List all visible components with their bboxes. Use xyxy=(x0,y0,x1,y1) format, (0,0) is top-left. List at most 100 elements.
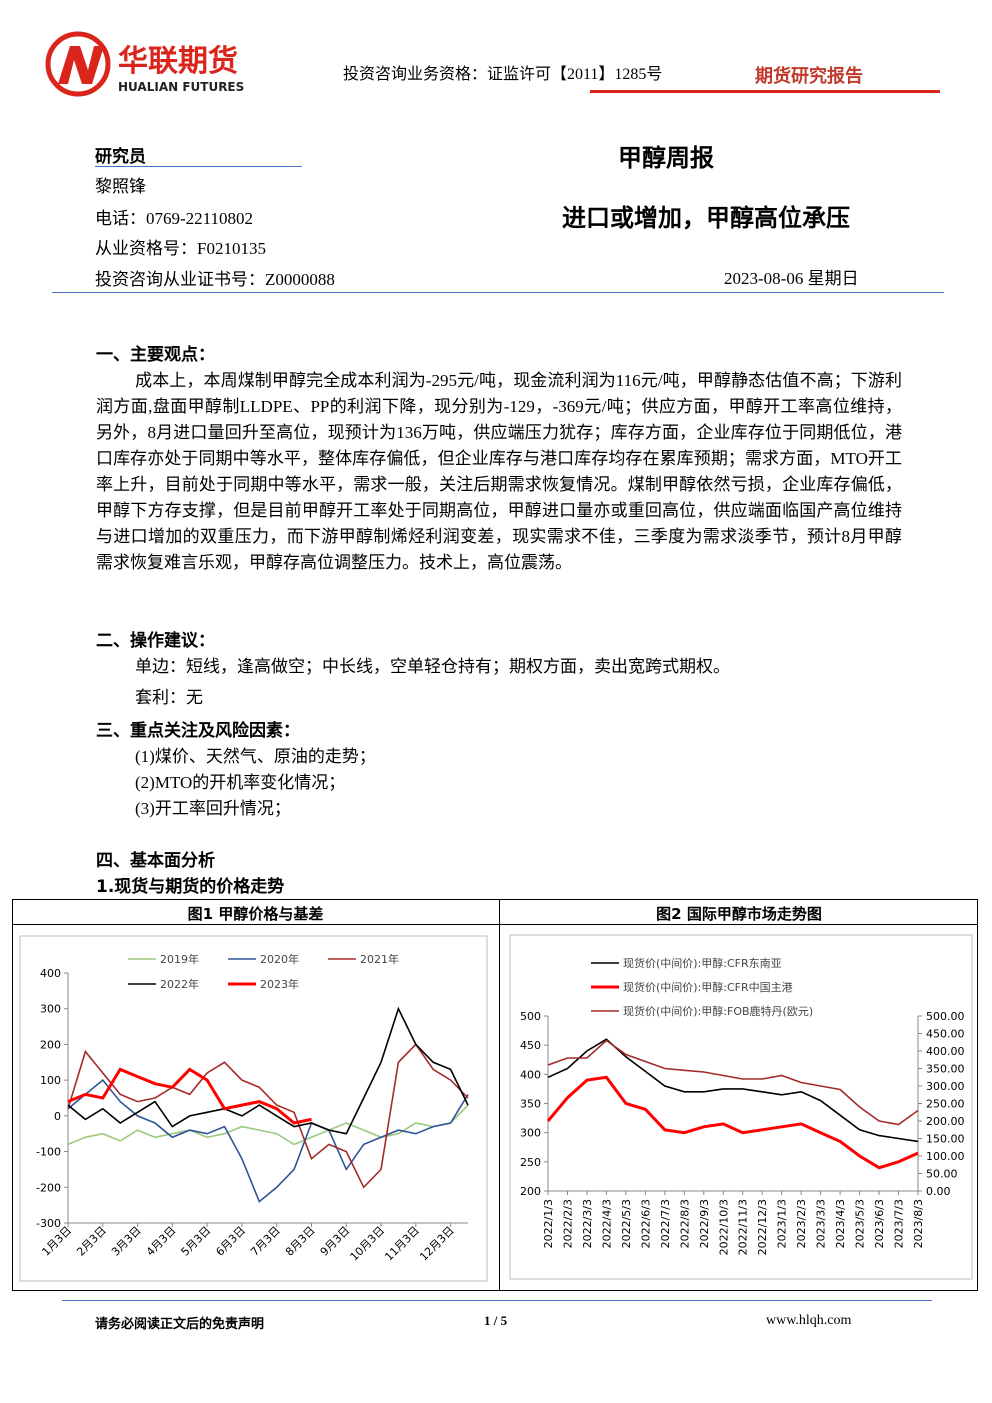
logo xyxy=(45,31,111,97)
legend-label: 2021年 xyxy=(360,952,399,966)
certificate: 投资咨询从业证书号：Z0000088 xyxy=(95,270,335,289)
y2-tick-label: 100.00 xyxy=(926,1150,965,1163)
y-tick-label: 200 xyxy=(40,1038,61,1051)
list-item: (3)开工率回升情况； xyxy=(135,799,291,818)
rule xyxy=(52,292,944,293)
chart: 200 250 300 350 400 450 500 0.00 50.00 100.00 150.… xyxy=(509,934,973,1280)
y-tick-label: 450 xyxy=(520,1039,541,1052)
section: 四、基本面分析 1.现货与期货的价格走势 xyxy=(96,848,902,900)
series-line xyxy=(67,1006,469,1135)
x-tick-label: 12月3日 xyxy=(417,1224,457,1264)
subheading: 1.现货与期货的价格走势 xyxy=(96,877,285,897)
disclaimer: 请务必阅读正文后的免责声明 xyxy=(95,1316,265,1331)
y-tick-label: 100 xyxy=(40,1074,61,1087)
chart-frame xyxy=(19,935,488,1282)
y2-tick-label: 450.00 xyxy=(926,1028,965,1041)
date: 2023-08-06 星期日 xyxy=(724,269,859,288)
x-tick-label: 4月3日 xyxy=(144,1224,179,1259)
researcher-name: 黎照锋 xyxy=(95,177,146,196)
license: 投资咨询业务资格：证监许可【2011】1285号 xyxy=(343,66,663,83)
y-tick-label: -200 xyxy=(36,1181,61,1194)
x-tick-label: 2022/9/3 xyxy=(698,1199,711,1248)
y2-tick-label: 400.00 xyxy=(926,1045,965,1058)
rule xyxy=(95,166,302,167)
section-heading: 三、重点关注及风险因素： xyxy=(96,721,300,741)
y-tick-label: 300 xyxy=(40,1003,61,1016)
y-tick-label: 0 xyxy=(54,1110,61,1123)
y-tick-label: 400 xyxy=(520,1068,541,1081)
x-tick-label: 2022/7/3 xyxy=(659,1199,672,1248)
x-tick-label: 7月3日 xyxy=(248,1224,283,1259)
figure-title: 图2 国际甲醇市场走势图 xyxy=(656,905,822,923)
x-tick-label: 2023/7/3 xyxy=(893,1199,906,1248)
legend-label: 2019年 xyxy=(160,952,199,966)
section-heading: 二、操作建议： xyxy=(96,631,215,651)
rule xyxy=(62,1300,932,1301)
paragraph: 套利：无 xyxy=(135,688,203,707)
page-number: 1 / 5 xyxy=(484,1313,508,1328)
x-tick-label: 2023/5/3 xyxy=(854,1199,867,1248)
y-tick-label: 350 xyxy=(520,1098,541,1111)
section: 一、主要观点： 成本上，本周煤制甲醇完全成本利润为-295元/吨，现金流利润为1… xyxy=(96,342,902,576)
series-line xyxy=(546,1075,919,1170)
title: 甲醇周报 xyxy=(618,144,714,172)
x-tick-label: 2022/4/3 xyxy=(600,1199,613,1248)
y-tick-label: 300 xyxy=(520,1127,541,1140)
y2-tick-label: 150.00 xyxy=(926,1133,965,1146)
x-tick-label: 2022/10/3 xyxy=(717,1199,730,1255)
x-tick-label: 2月3日 xyxy=(74,1224,109,1259)
header-rule xyxy=(590,90,940,93)
y2-tick-label: 200.00 xyxy=(926,1115,965,1128)
x-tick-label: 3月3日 xyxy=(109,1224,144,1259)
x-tick-label: 2022/5/3 xyxy=(620,1199,633,1248)
x-tick-label: 2022/12/3 xyxy=(756,1199,769,1255)
rule xyxy=(499,899,500,1291)
x-tick-label: 8月3日 xyxy=(283,1224,318,1259)
series-line xyxy=(547,1039,919,1126)
phone: 电话：0769-22110802 xyxy=(95,209,254,228)
y-tick-label: 500 xyxy=(520,1010,541,1023)
x-tick-label: 2023/1/3 xyxy=(776,1199,789,1248)
chart-frame xyxy=(509,934,973,1280)
paragraph: 单边：短线，逢高做空；中长线，空单轻仓持有；期权方面，卖出宽跨式期权。 xyxy=(135,657,730,676)
x-tick-label: 2022/3/3 xyxy=(581,1199,594,1248)
section-heading: 一、主要观点： xyxy=(96,345,215,365)
section: 二、操作建议： 单边：短线，逢高做空；中长线，空单轻仓持有；期权方面，卖出宽跨式… xyxy=(96,628,902,711)
x-tick-label: 6月3日 xyxy=(213,1224,248,1259)
x-tick-label: 2023/8/3 xyxy=(912,1199,925,1248)
figure-table xyxy=(12,899,978,1291)
y-tick-label: -100 xyxy=(36,1146,61,1159)
list-item: (1)煤价、天然气、原油的走势； xyxy=(135,747,376,766)
x-tick-label: 2022/2/3 xyxy=(561,1199,574,1248)
section: 三、重点关注及风险因素： (1)煤价、天然气、原油的走势； (2)MTO的开机率… xyxy=(96,718,902,822)
x-tick-label: 2023/4/3 xyxy=(834,1199,847,1248)
rule xyxy=(12,924,978,925)
y2-tick-label: 0.00 xyxy=(926,1185,951,1198)
company: 华联期货 xyxy=(118,44,238,79)
x-tick-label: 2023/2/3 xyxy=(795,1199,808,1248)
researcher-heading: 研究员 xyxy=(95,147,146,167)
qualification: 从业资格号：F0210135 xyxy=(95,239,266,258)
website: www.hlqh.com xyxy=(766,1313,852,1328)
y2-tick-label: 250.00 xyxy=(926,1098,965,1111)
x-tick-label: 2023/6/3 xyxy=(873,1199,886,1248)
paragraph: 成本上，本周煤制甲醇完全成本利润为-295元/吨，现金流利润为116元/吨，甲醇… xyxy=(96,371,902,572)
y2-tick-label: 350.00 xyxy=(926,1063,965,1076)
list-item: (2)MTO的开机率变化情况； xyxy=(135,773,346,792)
series-line xyxy=(67,1104,469,1146)
y-tick-label: 200 xyxy=(520,1185,541,1198)
legend-label: 2022年 xyxy=(160,977,199,991)
x-tick-label: 2023/3/3 xyxy=(815,1199,828,1248)
x-tick-label: 2022/11/3 xyxy=(737,1199,750,1255)
section-heading: 四、基本面分析 xyxy=(96,851,215,871)
report-type: 期货研究报告 xyxy=(755,66,863,87)
legend-label: 现货价(中间价):甲醇:FOB鹿特丹(欧元) xyxy=(623,1004,813,1018)
y2-tick-label: 300.00 xyxy=(926,1080,965,1093)
subtitle: 进口或增加，甲醇高位承压 xyxy=(562,204,850,232)
series-line xyxy=(67,1067,312,1125)
x-tick-label: 11月3日 xyxy=(382,1224,422,1264)
x-tick-label: 2022/8/3 xyxy=(678,1199,691,1248)
y2-tick-label: 500.00 xyxy=(926,1010,965,1023)
x-tick-label: 5月3日 xyxy=(179,1224,214,1259)
